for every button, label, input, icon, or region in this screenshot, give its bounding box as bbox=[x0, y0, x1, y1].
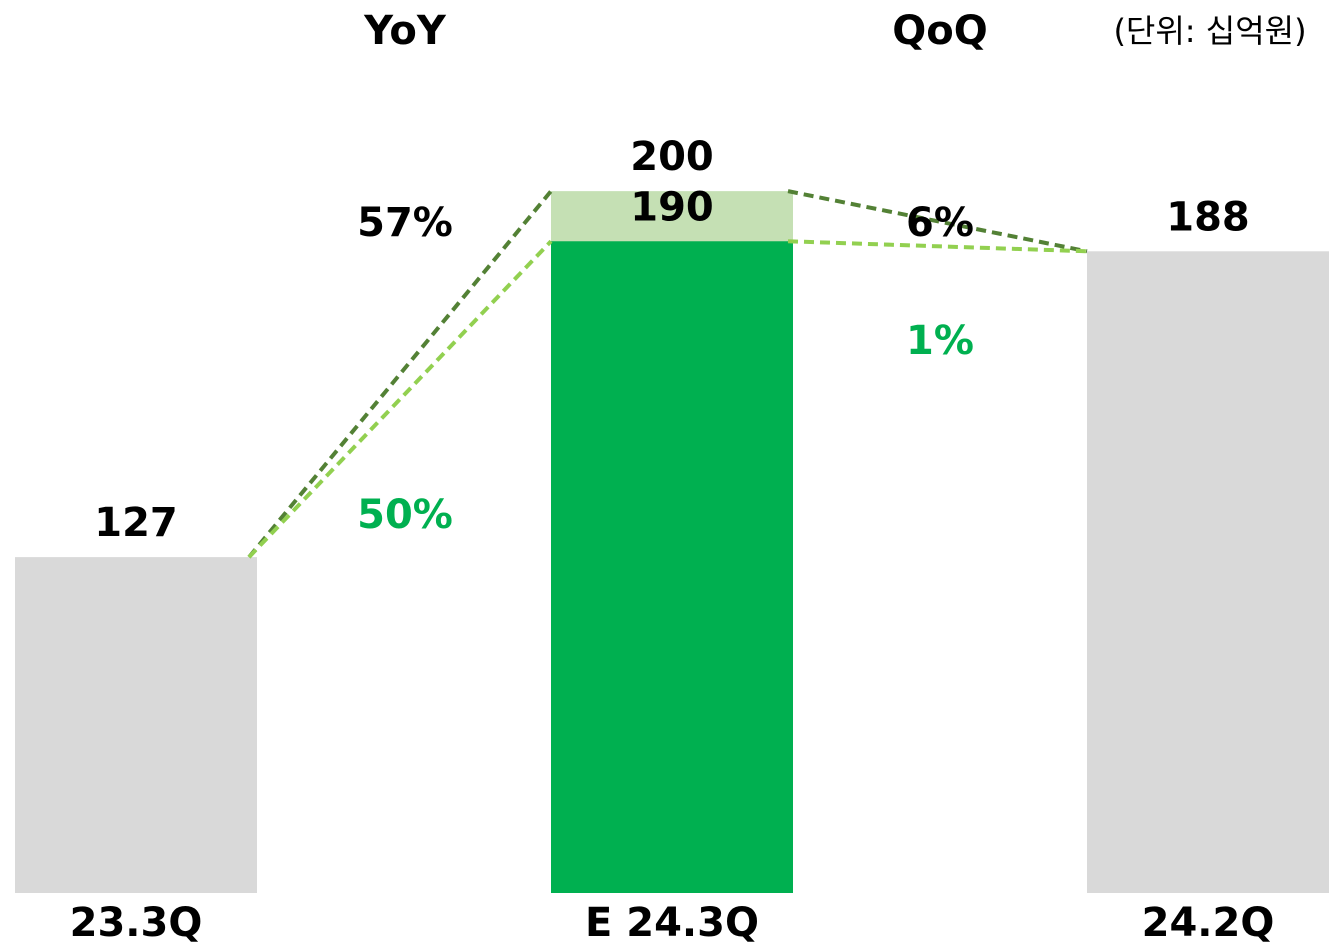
bar bbox=[551, 241, 793, 893]
connector-line bbox=[247, 239, 553, 559]
connector-line bbox=[787, 239, 1088, 254]
annotation: 6% bbox=[906, 200, 974, 246]
bar bbox=[15, 557, 257, 893]
annotation: 57% bbox=[357, 200, 453, 246]
value-label: 127 bbox=[94, 500, 178, 546]
value-label: 188 bbox=[1166, 194, 1250, 240]
value-label: 200 bbox=[630, 134, 714, 180]
unit-label: (단위: 십억원) bbox=[1113, 12, 1306, 50]
annotation: 50% bbox=[357, 492, 453, 538]
bar bbox=[1087, 251, 1329, 893]
value-label: 190 bbox=[630, 184, 714, 230]
connector-line bbox=[787, 189, 1088, 254]
annotation: 1% bbox=[906, 318, 974, 364]
x-tick-label: E 24.3Q bbox=[585, 900, 759, 946]
annotation: QoQ bbox=[892, 8, 988, 54]
x-tick-label: 23.3Q bbox=[70, 900, 203, 946]
annotation: YoY bbox=[363, 8, 447, 54]
x-tick-label: 24.2Q bbox=[1142, 900, 1275, 946]
